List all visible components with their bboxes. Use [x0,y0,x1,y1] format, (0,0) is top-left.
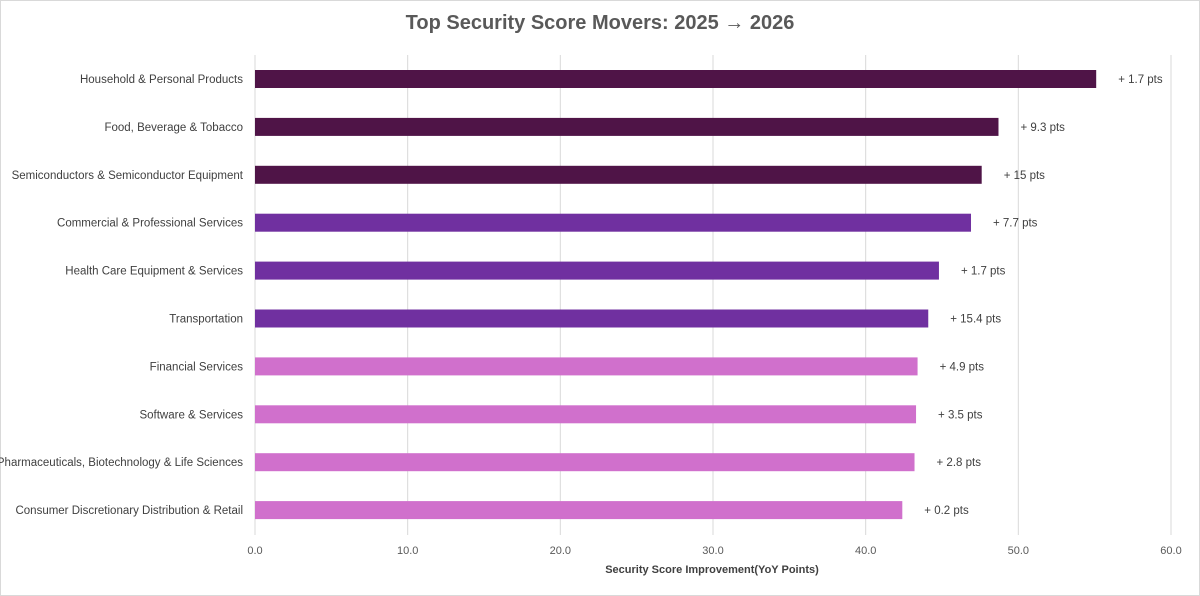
category-label: Pharmaceuticals, Biotechnology & Life Sc… [0,457,243,469]
category-label: Commercial & Professional Services [57,218,243,230]
bar [255,357,918,376]
category-label: Food, Beverage & Tobacco [104,122,243,134]
data-labels: + 1.7 pts + 9.3 pts + 15 pts + 7.7 pts + 1.7… [924,74,1163,517]
chart-title: Top Security Score Movers: 2025 → 2026 [405,12,795,34]
category-label: Software & Services [139,409,243,421]
data-label: + 1.7 pts [961,266,1006,278]
bar [255,213,972,232]
data-label: + 15.4 pts [950,314,1001,326]
category-label: Consumer Discretionary Distribution & Re… [15,505,243,517]
category-labels: Household & Personal Products Food, Bever… [0,74,244,517]
category-label: Household & Personal Products [80,74,243,86]
x-tick-label: 40.0 [855,545,876,557]
x-tick-label: 30.0 [702,545,723,557]
x-tick-label: 50.0 [1008,545,1029,557]
data-label: + 15 pts [1004,170,1045,182]
data-label: + 3.5 pts [938,409,983,421]
category-label: Semiconductors & Semiconductor Equipment [12,170,244,182]
bar [255,453,915,472]
bar [255,70,1097,88]
bar [255,117,999,136]
x-tick-label: 60.0 [1160,545,1181,557]
x-tick-label: 0.0 [247,545,262,557]
bar [255,309,929,328]
x-axis-ticks: 0.0 10.0 20.0 30.0 40.0 50.0 60.0 [247,545,1181,557]
category-label: Transportation [169,314,243,326]
bar [255,261,939,280]
data-label: + 4.9 pts [940,361,985,373]
category-label: Financial Services [150,361,244,373]
x-axis-title: Security Score Improvement(YoY Points) [605,564,819,576]
data-label: + 7.7 pts [993,218,1038,230]
x-tick-label: 20.0 [550,545,571,557]
bar [255,501,903,520]
bar [255,165,982,184]
x-tick-label: 10.0 [397,545,418,557]
bar [255,405,917,424]
data-label: + 9.3 pts [1020,122,1065,134]
data-label: + 1.7 pts [1118,74,1163,86]
data-label: + 0.2 pts [924,505,969,517]
category-label: Health Care Equipment & Services [65,266,243,278]
data-label: + 2.8 pts [937,457,982,469]
bars [255,70,1097,520]
